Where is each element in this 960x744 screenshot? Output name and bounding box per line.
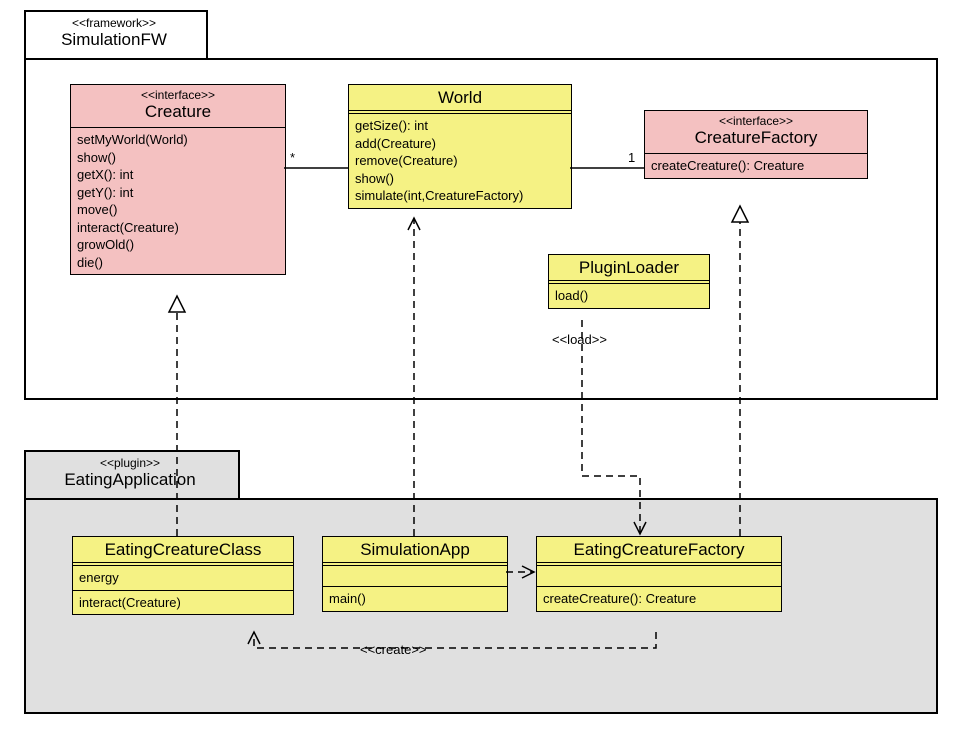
package-tab-framework: <<framework>> SimulationFW bbox=[24, 10, 208, 58]
method: add(Creature) bbox=[355, 135, 565, 153]
class-world: World getSize(): int add(Creature) remov… bbox=[348, 84, 572, 209]
method: die() bbox=[77, 254, 279, 272]
method: createCreature(): Creature bbox=[543, 590, 775, 608]
class-creature: <<interface>> Creature setMyWorld(World)… bbox=[70, 84, 286, 275]
methods-section: createCreature(): Creature bbox=[645, 154, 867, 178]
method: createCreature(): Creature bbox=[651, 157, 861, 175]
uml-canvas: <<framework>> SimulationFW <<plugin>> Ea… bbox=[0, 0, 960, 744]
attrs-section: energy bbox=[73, 566, 293, 591]
edge-stereo-label: <<create>> bbox=[360, 642, 427, 657]
method: getX(): int bbox=[77, 166, 279, 184]
package-tab-plugin: <<plugin>> EatingApplication bbox=[24, 450, 240, 498]
class-eating-creature-class: EatingCreatureClass energy interact(Crea… bbox=[72, 536, 294, 615]
method: interact(Creature) bbox=[77, 219, 279, 237]
class-name: SimulationApp bbox=[329, 540, 501, 560]
method: getY(): int bbox=[77, 184, 279, 202]
class-name: Creature bbox=[77, 102, 279, 122]
methods-section: main() bbox=[323, 587, 507, 611]
attribute: energy bbox=[79, 569, 287, 587]
method: getSize(): int bbox=[355, 117, 565, 135]
class-plugin-loader: PluginLoader load() bbox=[548, 254, 710, 309]
method: simulate(int,CreatureFactory) bbox=[355, 187, 565, 205]
class-name: CreatureFactory bbox=[651, 128, 861, 148]
method: setMyWorld(World) bbox=[77, 131, 279, 149]
method: show() bbox=[355, 170, 565, 188]
class-name: World bbox=[355, 88, 565, 108]
methods-section: createCreature(): Creature bbox=[537, 587, 781, 611]
methods-section: interact(Creature) bbox=[73, 591, 293, 615]
edge-stereo-label: <<load>> bbox=[552, 332, 607, 347]
method: show() bbox=[77, 149, 279, 167]
method: move() bbox=[77, 201, 279, 219]
class-simulation-app: SimulationApp main() bbox=[322, 536, 508, 612]
methods-section: getSize(): int add(Creature) remove(Crea… bbox=[349, 114, 571, 208]
class-eating-creature-factory: EatingCreatureFactory createCreature(): … bbox=[536, 536, 782, 612]
class-name: EatingCreatureClass bbox=[79, 540, 287, 560]
multiplicity-label: 1 bbox=[628, 150, 635, 165]
stereo-label: <<interface>> bbox=[651, 114, 861, 128]
package-name: EatingApplication bbox=[40, 470, 220, 490]
multiplicity-label: * bbox=[290, 150, 295, 165]
method: remove(Creature) bbox=[355, 152, 565, 170]
class-creature-factory: <<interface>> CreatureFactory createCrea… bbox=[644, 110, 868, 179]
class-name: EatingCreatureFactory bbox=[543, 540, 775, 560]
method: growOld() bbox=[77, 236, 279, 254]
methods-section: load() bbox=[549, 284, 709, 308]
stereo-label: <<framework>> bbox=[40, 16, 188, 30]
method: main() bbox=[329, 590, 501, 608]
method: interact(Creature) bbox=[79, 594, 287, 612]
stereo-label: <<plugin>> bbox=[40, 456, 220, 470]
package-name: SimulationFW bbox=[40, 30, 188, 50]
methods-section: setMyWorld(World) show() getX(): int get… bbox=[71, 128, 285, 274]
stereo-label: <<interface>> bbox=[77, 88, 279, 102]
method: load() bbox=[555, 287, 703, 305]
class-name: PluginLoader bbox=[555, 258, 703, 278]
